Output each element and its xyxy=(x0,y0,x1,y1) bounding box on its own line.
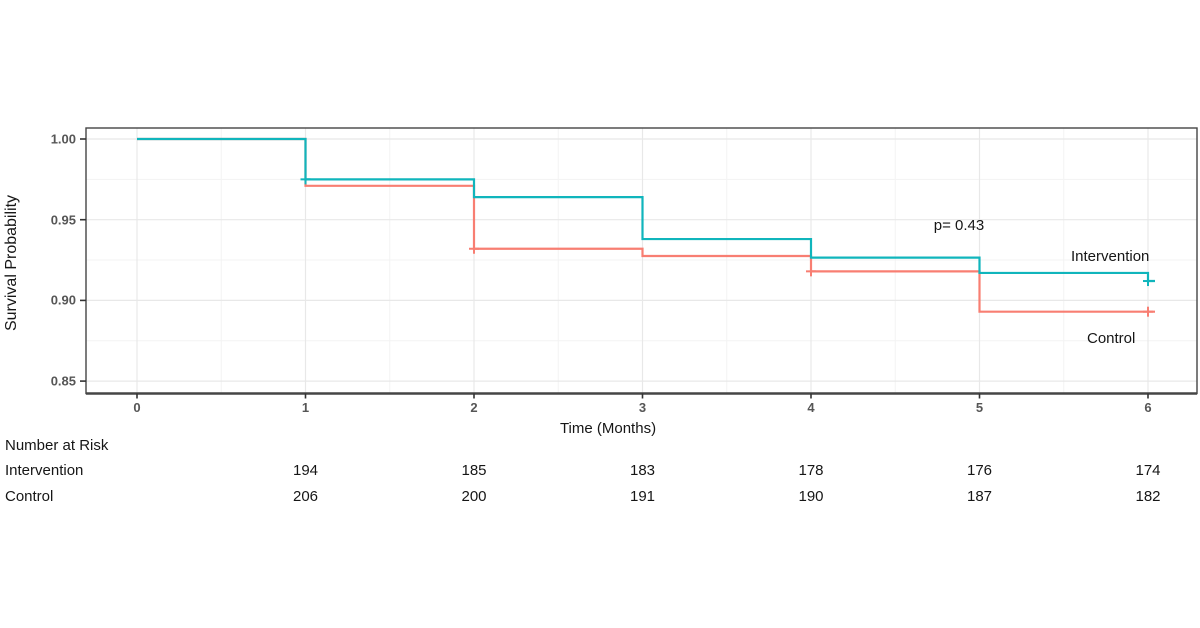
risk-cell-intervention-t4: 178 xyxy=(798,462,824,479)
risk-cell-control-t1: 206 xyxy=(292,488,319,505)
risk-cell-intervention-t1: 194 xyxy=(292,462,319,479)
risk-cell-control-t4: 190 xyxy=(798,488,824,505)
x-tick-label-2: 2 xyxy=(470,399,478,415)
x-tick-label-3: 3 xyxy=(638,399,647,415)
risk-cell-intervention-t5: 176 xyxy=(966,462,993,479)
y-axis-title: Survival Probability xyxy=(3,194,20,332)
risk-cell-intervention-t3: 183 xyxy=(629,462,656,479)
x-tick-label-0: 0 xyxy=(133,399,141,415)
x-tick-label-6: 6 xyxy=(1144,399,1152,415)
survival-curve-control xyxy=(137,137,1155,313)
x-tick-label-1: 1 xyxy=(301,399,310,415)
risk-row-label-intervention: Intervention xyxy=(5,462,84,479)
risk-cell-control-t6: 182 xyxy=(1135,488,1161,505)
y-tick-label-0.85: 0.85 xyxy=(50,373,76,389)
x-tick-label-4: 4 xyxy=(807,399,815,415)
risk-cell-control-t2: 200 xyxy=(461,488,487,505)
panel-border xyxy=(85,127,1198,395)
risk-cell-intervention-t2: 185 xyxy=(461,462,487,479)
risk-cell-control-t5: 187 xyxy=(966,488,993,505)
p-value-annotation: p= 0.43 xyxy=(933,217,985,234)
risk-cell-control-t3: 191 xyxy=(629,488,656,505)
y-tick-label-0.95: 0.95 xyxy=(50,212,76,228)
control-curve-label: Control xyxy=(1087,330,1136,347)
x-tick-label-5: 5 xyxy=(975,399,984,415)
y-tick-label-0.90: 0.90 xyxy=(50,292,76,308)
risk-row-label-control: Control xyxy=(5,488,54,505)
risk-table-title: Number at Risk xyxy=(5,437,109,454)
y-tick-label-1.00: 1.00 xyxy=(50,131,76,147)
risk-cell-intervention-t6: 174 xyxy=(1135,462,1161,479)
intervention-curve-label: Intervention xyxy=(1071,248,1150,265)
x-axis-title: Time (Months) xyxy=(559,420,657,437)
survival-curve-intervention xyxy=(137,137,1155,283)
